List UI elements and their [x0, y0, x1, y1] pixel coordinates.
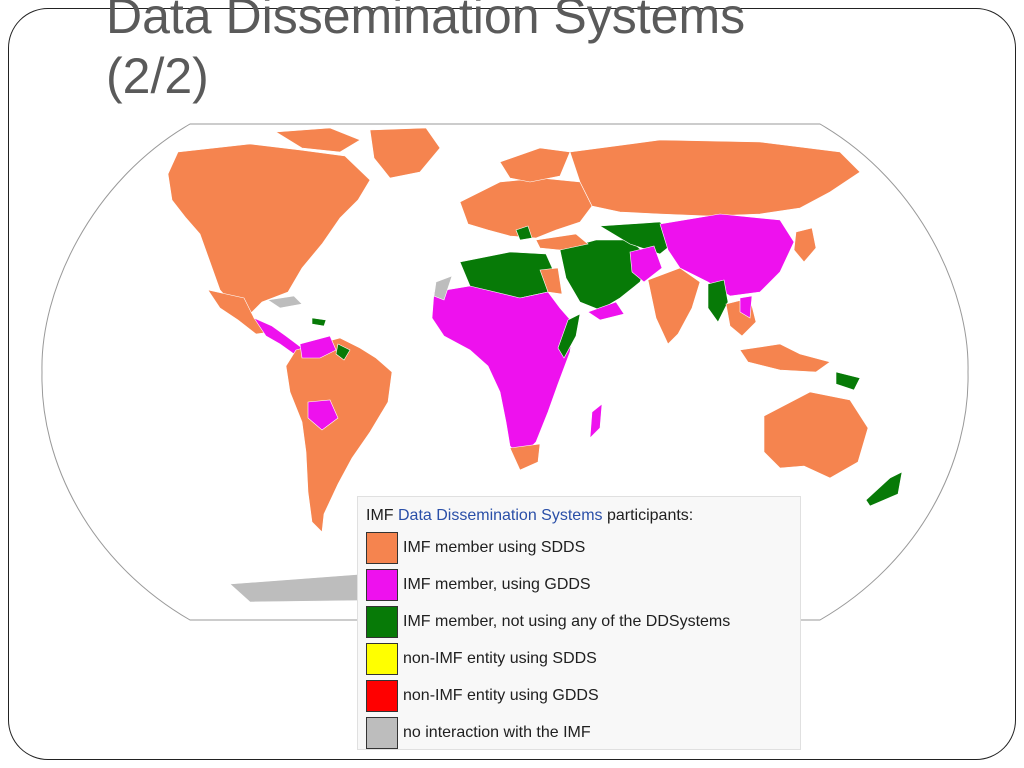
slide-title-line-2: (2/2) — [106, 48, 209, 104]
region-turkey — [535, 233, 589, 251]
region-yemen — [587, 301, 625, 321]
region-new-zealand — [865, 471, 903, 507]
legend-label: non-IMF entity using SDDS — [403, 649, 597, 667]
region-japan-korea — [793, 227, 817, 263]
region-middle-east — [559, 239, 651, 311]
legend-item: no interaction with the IMF — [366, 714, 792, 751]
slide-title-line-1: Data Dissemination Systems — [106, 0, 746, 44]
legend-item: non-IMF entity using SDDS — [366, 640, 792, 677]
region-caribbean — [311, 317, 327, 327]
region-venezuela — [299, 335, 337, 359]
region-pakistan — [629, 245, 663, 283]
legend-link[interactable]: Data Dissemination Systems — [398, 507, 603, 524]
region-vietnam — [739, 295, 753, 319]
legend-swatch-non-imf-gdds — [366, 679, 398, 712]
region-canada-arctic — [275, 127, 361, 153]
region-somalia — [557, 313, 581, 359]
region-myanmar — [707, 279, 729, 323]
legend-swatch-none — [366, 605, 398, 638]
region-balkans — [515, 225, 533, 241]
region-madagascar — [589, 403, 603, 439]
region-caribbean-gray — [267, 295, 303, 309]
region-egypt — [539, 267, 563, 295]
region-australia — [763, 391, 869, 479]
region-western-sahara — [433, 275, 453, 301]
legend-swatch-gdds — [366, 568, 398, 601]
legend-item: IMF member, not using any of the DDSyste… — [366, 603, 792, 640]
legend-label: IMF member, using GDDS — [403, 575, 591, 593]
legend-label: no interaction with the IMF — [403, 723, 591, 741]
legend-item: IMF member, using GDDS — [366, 566, 792, 603]
legend-swatch-non-imf-sdds — [366, 642, 398, 675]
legend-swatch-no-interaction — [366, 716, 398, 749]
legend-heading: IMF Data Dissemination Systems participa… — [366, 503, 792, 529]
region-png — [835, 371, 861, 391]
region-north-america — [167, 143, 371, 319]
legend-label: IMF member using SDDS — [403, 538, 586, 556]
region-scandinavia — [499, 147, 571, 183]
map-legend: IMF Data Dissemination Systems participa… — [357, 496, 801, 750]
region-guyana — [335, 343, 351, 361]
region-russia — [569, 139, 861, 217]
slide-title: Data Dissemination Systems (2/2) — [106, 0, 926, 106]
region-china — [659, 213, 795, 297]
region-south-africa — [509, 443, 541, 471]
legend-prefix: IMF — [366, 507, 394, 524]
legend-label: non-IMF entity using GDDS — [403, 686, 599, 704]
region-indonesia — [739, 343, 831, 373]
region-greenland — [369, 127, 441, 179]
region-bolivia — [307, 399, 339, 431]
region-india — [647, 267, 701, 345]
legend-item: IMF member using SDDS — [366, 529, 792, 566]
legend-label: IMF member, not using any of the DDSyste… — [403, 612, 731, 630]
legend-suffix: participants: — [606, 507, 694, 524]
legend-swatch-sdds — [366, 531, 398, 564]
legend-item: non-IMF entity using GDDS — [366, 677, 792, 714]
region-south-america — [285, 337, 393, 533]
region-mexico — [207, 289, 271, 335]
